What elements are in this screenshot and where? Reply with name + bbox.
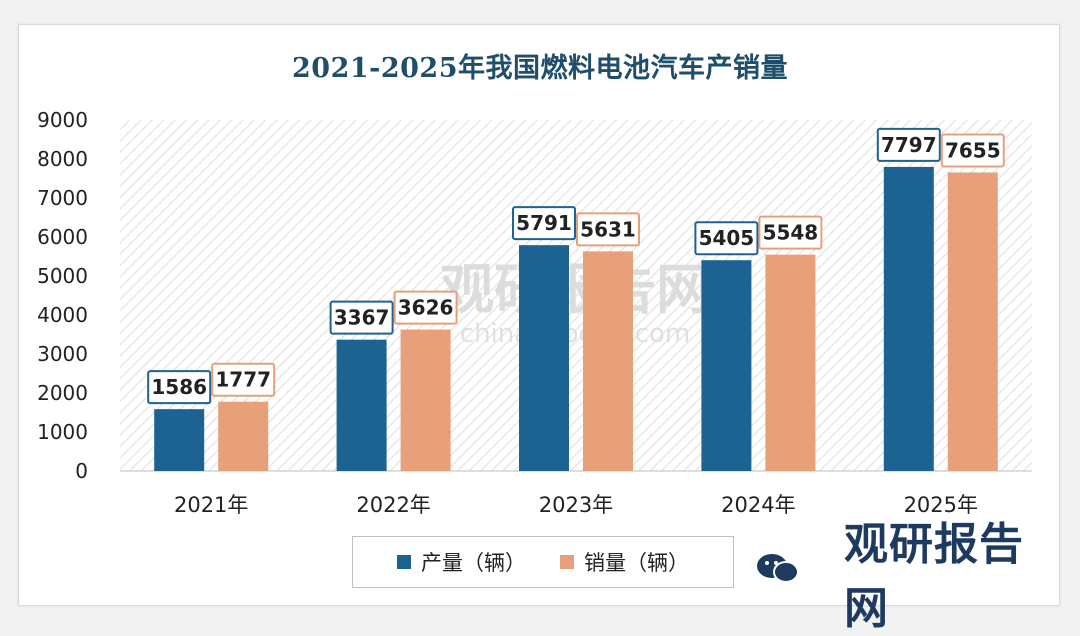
data-label-text: 7655 xyxy=(945,138,1001,162)
bar-production xyxy=(519,245,569,471)
x-axis: 2021年 2022年 2023年 2024年 2025年 xyxy=(174,493,978,517)
data-labels: 1586 1777 3367 3626 5791 5631 5405 5548 7797 7655 xyxy=(147,127,1005,405)
legend-label-sales: 销量（辆） xyxy=(584,551,689,575)
y-tick-label: 2000 xyxy=(37,381,88,405)
data-label-text: 1777 xyxy=(215,368,271,392)
data-label-box xyxy=(876,127,941,162)
bars xyxy=(154,166,998,472)
data-label-box xyxy=(694,221,759,256)
legend: 产量（辆） 销量（辆） xyxy=(352,536,734,588)
data-label-box xyxy=(758,215,823,250)
y-tick-label: 3000 xyxy=(37,342,88,366)
watermark-corner: 观研报告网 xyxy=(752,508,1052,634)
legend-item-sales: 销量（辆） xyxy=(560,547,689,577)
data-label-text: 3367 xyxy=(334,306,390,330)
y-tick-label: 4000 xyxy=(37,303,88,327)
data-label-production: 5405 xyxy=(694,221,759,256)
data-label-production: 1586 xyxy=(147,370,212,405)
data-label-text: 7797 xyxy=(881,133,937,157)
data-label-box xyxy=(576,212,640,247)
data-label-box xyxy=(329,300,394,335)
bar-sales xyxy=(947,172,998,471)
y-tick-label: 1000 xyxy=(37,420,88,444)
data-label-text: 5631 xyxy=(580,217,636,241)
bar-sales xyxy=(400,329,451,471)
data-label-production: 7797 xyxy=(876,127,941,162)
x-tick-label: 2025年 xyxy=(904,493,978,517)
data-label-production: 5791 xyxy=(512,206,576,241)
data-label-text: 1586 xyxy=(151,375,207,399)
bar-production xyxy=(701,260,752,471)
bar-sales xyxy=(218,401,269,471)
y-tick-label: 5000 xyxy=(37,264,88,288)
x-tick-label: 2021年 xyxy=(174,493,248,517)
y-tick-label: 7000 xyxy=(37,186,88,210)
x-tick-label: 2024年 xyxy=(721,493,795,517)
data-label-text: 3626 xyxy=(398,296,454,320)
y-tick-label: 6000 xyxy=(37,225,88,249)
data-label-text: 5405 xyxy=(699,226,755,250)
data-label-sales: 7655 xyxy=(940,133,1005,168)
x-tick-label: 2022年 xyxy=(356,493,430,517)
legend-swatch-sales xyxy=(560,555,574,569)
wechat-icon xyxy=(757,554,799,583)
watermark-center-text: 观研报告网 xyxy=(440,258,710,321)
data-label-production: 3367 xyxy=(329,300,394,335)
plot-area xyxy=(120,120,1032,471)
data-label-sales: 5548 xyxy=(758,215,823,250)
y-axis: 0 1000 2000 3000 4000 5000 6000 7000 8000 9000 xyxy=(37,108,1032,483)
data-label-text: 5548 xyxy=(763,221,819,245)
legend-label-production: 产量（辆） xyxy=(421,551,526,575)
data-label-sales: 1777 xyxy=(211,362,276,397)
data-label-sales: 3626 xyxy=(393,290,458,325)
bar-sales xyxy=(765,254,816,471)
data-label-box xyxy=(512,206,576,241)
x-tick-label: 2023年 xyxy=(539,493,613,517)
watermark-center-url: chinabaogao.com xyxy=(460,319,690,349)
bar-production xyxy=(336,339,387,471)
data-label-text: 5791 xyxy=(516,211,572,235)
bar-production xyxy=(883,166,934,472)
data-label-box xyxy=(940,133,1005,168)
legend-swatch-production xyxy=(397,555,411,569)
data-label-sales: 5631 xyxy=(576,212,640,247)
data-label-box xyxy=(393,290,458,325)
data-label-box xyxy=(147,370,212,405)
legend-item-production: 产量（辆） xyxy=(397,547,526,577)
bar-production xyxy=(154,409,205,471)
bar-sales xyxy=(583,251,633,471)
y-tick-label: 0 xyxy=(75,459,88,483)
chart-title: 2021-2025年我国燃料电池汽车产销量 xyxy=(292,53,788,84)
y-tick-label: 8000 xyxy=(37,147,88,171)
y-tick-label: 9000 xyxy=(37,108,88,132)
data-label-box xyxy=(211,362,276,397)
